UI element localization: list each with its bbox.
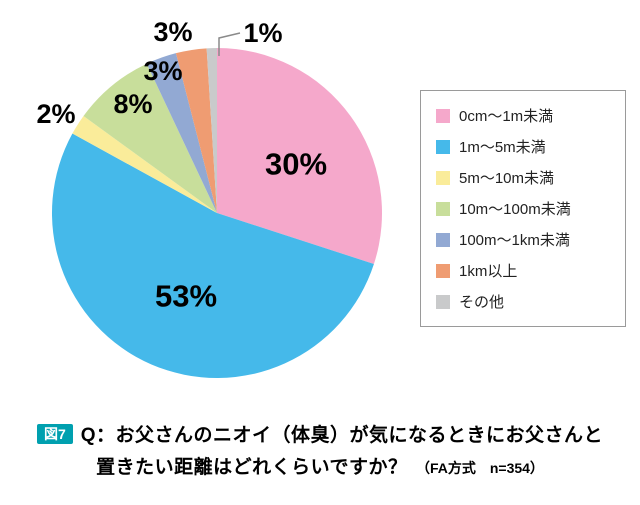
legend-swatch	[436, 232, 450, 247]
pie-slice-0	[217, 48, 382, 264]
pie-slice-6	[206, 48, 217, 213]
pie-slice-5	[175, 48, 217, 213]
legend: 0cm〜1m未満 1m〜5m未満 5m〜10m未満 10m〜100m未満 100m〜1k…	[420, 90, 626, 327]
legend-item: 0cm〜1m未満	[436, 105, 615, 126]
caption-line-2: 置きたい距離はどれくらいですか？ （FA方式 n=354）	[0, 452, 640, 479]
legend-swatch	[436, 201, 450, 216]
legend-label: その他	[459, 294, 505, 311]
caption-question-part2: 置きたい距離はどれくらいですか？	[96, 457, 408, 478]
legend-label: 0cm〜1m未満	[459, 108, 554, 125]
legend-swatch	[436, 294, 450, 309]
legend-label: 1m〜5m未満	[459, 139, 546, 156]
slice-value-label: 8%	[113, 89, 152, 119]
legend-label: 1km以上	[459, 263, 518, 280]
legend-item: 10m〜100m未満	[436, 198, 615, 219]
slice-value-label: 30%	[265, 147, 327, 182]
slice-value-label: 1%	[243, 18, 282, 48]
caption-line-1: 図7 Q：お父さんのニオイ（体臭）が気になるときにお父さんと	[0, 420, 640, 447]
legend-label: 5m〜10m未満	[459, 170, 555, 187]
pie-slice-4	[146, 53, 217, 214]
legend-swatch	[436, 263, 450, 278]
legend-item: 1m〜5m未満	[436, 136, 615, 157]
legend-item: 5m〜10m未満	[436, 167, 615, 188]
legend-swatch	[436, 108, 450, 123]
caption-question-part1: Q：お父さんのニオイ（体臭）が気になるときにお父さんと	[80, 425, 604, 446]
slice-value-label: 2%	[36, 99, 75, 129]
legend-item: 1km以上	[436, 260, 615, 281]
caption-survey-note: （FA方式 n=354）	[415, 460, 544, 476]
legend-item: その他	[436, 291, 615, 312]
pie-slice-2	[72, 116, 217, 213]
slice-value-label: 3%	[143, 56, 182, 86]
legend-label: 100m〜1km未満	[459, 232, 570, 249]
caption: 図7 Q：お父さんのニオイ（体臭）が気になるときにお父さんと 置きたい距離はどれ…	[0, 420, 640, 479]
legend-item: 100m〜1km未満	[436, 229, 615, 250]
slice-value-label: 3%	[153, 17, 192, 47]
pie-slice-1	[51, 133, 374, 379]
figure-tag: 図7	[36, 423, 73, 444]
slice-value-label: 53%	[155, 279, 217, 314]
leader-line	[218, 32, 241, 56]
legend-label: 10m〜100m未満	[459, 201, 571, 218]
pie-chart: 30%53%2% 8%3%3% 1%	[36, 17, 382, 379]
pie-slice-3	[83, 63, 217, 214]
legend-swatch	[436, 139, 450, 154]
legend-swatch	[436, 170, 450, 185]
